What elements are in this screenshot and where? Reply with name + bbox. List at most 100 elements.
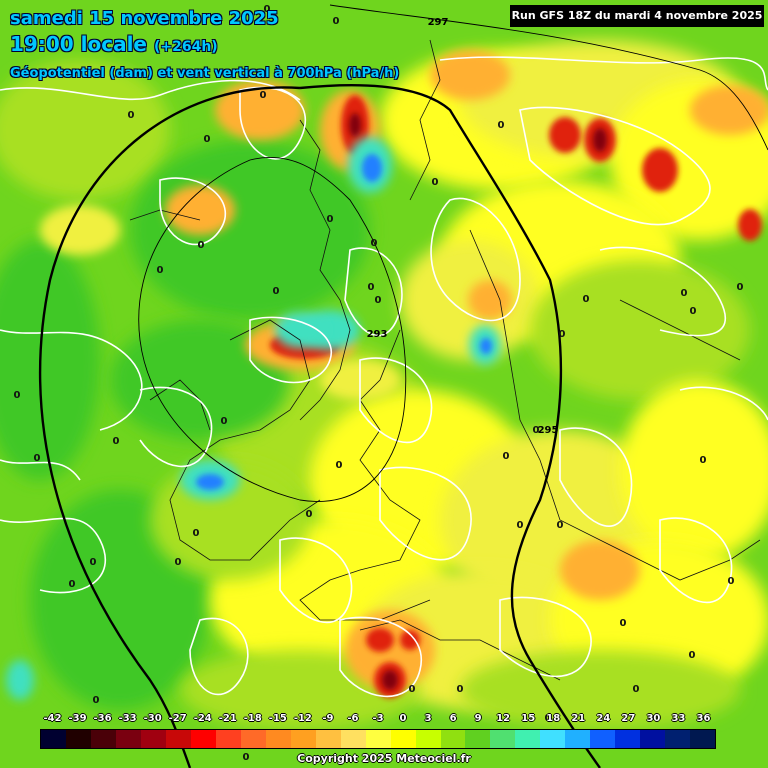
zero-contour-label: 0 [327,214,334,225]
zero-contour-line [599,246,727,337]
field-patch [345,610,435,690]
zero-contour-label: 0 [503,451,510,462]
zero-contour-line [339,616,423,698]
zero-contour-label: 0 [34,453,41,464]
coastline [169,319,321,561]
field-patch [215,80,305,140]
coastline [149,379,211,431]
field-patch [738,209,762,241]
zero-contour-label: 0 [198,240,205,251]
legend-swatch [140,730,166,748]
zero-contour-label: 0 [689,650,696,661]
legend-tick-label: 18 [546,713,561,724]
legend-tick-label: -33 [118,713,137,724]
zero-contour-label: 0 [457,684,464,695]
color-legend: -42 -39 -36 -33 -30 -27 -24 -21 -18 -15 -12 -9 -6 -3 0… [40,713,716,749]
legend-swatch [315,730,341,748]
coastline [129,209,201,221]
zero-contour-label: 0 [90,557,97,568]
legend-swatch [440,730,466,748]
legend-tick-label: 6 [449,713,457,724]
field-patch [430,50,510,100]
run-info: Run GFS 18Z du mardi 4 novembre 2025 [510,5,764,27]
zero-contour-label: 0 [375,295,382,306]
field-patch [549,117,581,153]
zero-contour-label: 0 [557,520,564,531]
zero-contour-line [0,517,107,594]
zero-contour-label: 0 [533,425,540,436]
field-patch [620,380,768,560]
field-patch [530,260,750,400]
forecast-time: 19:00 locale (+264h) [10,32,218,56]
zero-contour-label: 0 [517,520,524,531]
legend-swatch [340,730,366,748]
zero-contour-line [0,459,81,481]
field-patch [690,85,768,135]
zero-contour-label: 0 [14,390,21,401]
zero-contour-line [279,537,353,624]
zero-contour-label: 0 [221,416,228,427]
zero-contour-label: 0 [728,576,735,587]
legend-swatch [515,730,541,748]
zero-contour-label: 0 [128,110,135,121]
zero-contour-label: 0 [336,460,343,471]
zero-contour-line [249,316,333,384]
zero-contour-line [439,56,768,91]
coastline [359,619,561,681]
field-patch [400,630,420,650]
zero-contour-line [430,197,521,322]
forecast-local-time: 19:00 locale [10,32,147,56]
zero-contour-line [559,427,633,527]
forecast-lead-time: (+264h) [153,39,218,55]
legend-tick-label: -6 [347,713,359,724]
zero-contour-label: 0 [737,282,744,293]
zero-contour-label: 0 [113,436,120,447]
zero-contour-label: 0 [559,329,566,340]
legend-swatch [240,730,266,748]
legend-tick-labels: -42 -39 -36 -33 -30 -27 -24 -21 -18 -15 -12 -9 -6 -3 0… [40,713,716,729]
zero-contour-label: 0 [620,618,627,629]
geopotential-isoline [138,156,407,502]
zero-contour-label: 0 [368,282,375,293]
geopotential-isoline [299,83,601,768]
coastlines [129,39,761,681]
legend-swatch [540,730,566,748]
zero-contour-line [359,357,433,444]
zero-contour-label: 0 [681,288,688,299]
field-patch [560,540,640,600]
legend-swatch [640,730,666,748]
legend-tick-label: 9 [474,713,482,724]
legend-swatch [615,730,641,748]
zero-contour-label: 0 [69,579,76,590]
zero-contour-label: 0 [273,286,280,297]
legend-tick-label: -39 [68,713,87,724]
legend-tick-label: 33 [671,713,686,724]
zero-contour-label: 0 [260,90,267,101]
legend-swatch [215,730,241,748]
legend-swatch [265,730,291,748]
zero-contour-label: 0 [204,134,211,145]
field-patch [593,128,607,152]
legend-tick-label: 30 [646,713,661,724]
field-patch [40,205,120,255]
zero-contour-labels: 0 0 0 0 0 0 0 0 0 0 0 0 0 0 0 0 0 0 0 0 0 0 0 0 0 0 0 0 0 0 0 0 0 0 0 0 0 0 0 0… [14,4,744,763]
field-patch [0,240,100,480]
zero-contour-label: 0 [700,455,707,466]
zero-contour-line [139,386,213,468]
legend-swatch [490,730,516,748]
field-patch [480,338,492,354]
zero-contour-label: 0 [333,16,340,27]
legend-tick-label: 0 [399,713,407,724]
coastline [409,39,441,201]
geopotential-isoline [329,4,768,151]
legend-swatch [465,730,491,748]
field-patch [349,113,361,137]
zero-contour-line [0,79,301,101]
field-patch [362,154,382,182]
zero-contour-label: 0 [243,752,250,763]
zero-contour-label: 0 [409,684,416,695]
zero-contour-label: 0 [690,306,697,317]
legend-swatch [41,730,66,748]
zero-contour-label: 0 [157,265,164,276]
